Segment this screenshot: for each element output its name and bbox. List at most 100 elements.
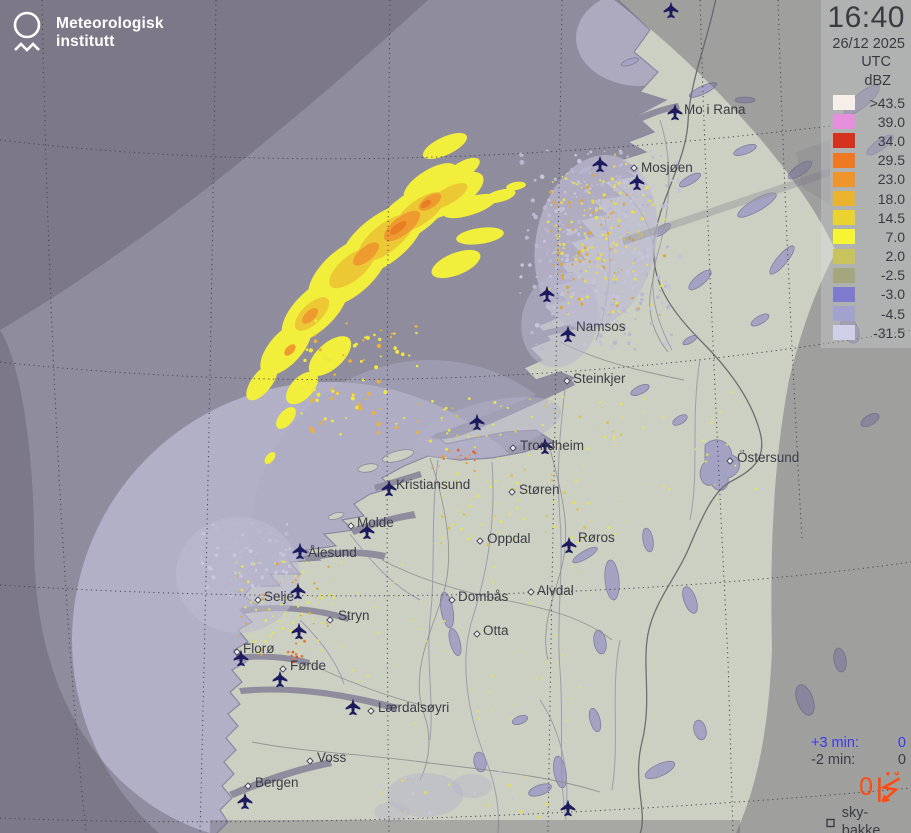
precip-speckle — [571, 536, 574, 539]
precip-speckle — [355, 405, 359, 410]
precip-speckle — [313, 339, 318, 344]
precip-speckle — [361, 378, 365, 382]
precip-speckle — [444, 406, 448, 410]
precip-speckle — [367, 392, 371, 396]
precip-speckle — [264, 640, 267, 643]
precip-speckle — [565, 311, 569, 315]
precip-speckle — [379, 408, 382, 411]
airport-layer — [233, 1, 683, 817]
lake — [688, 82, 718, 98]
legend-color-swatch — [833, 248, 855, 264]
precip-speckle — [578, 256, 582, 260]
precip-speckle — [300, 612, 303, 615]
precip-speckle — [552, 201, 556, 204]
precip-speckle — [333, 373, 336, 376]
precip-speckle — [287, 564, 292, 568]
precip-speckle — [729, 391, 733, 394]
precip-speckle — [637, 166, 640, 169]
precip-speckle — [538, 259, 542, 263]
precip-speckle — [553, 177, 557, 181]
precip-speckle — [408, 354, 411, 357]
precip-speckle — [244, 622, 247, 626]
precip-speckle — [616, 271, 620, 275]
precip-speckle — [571, 228, 575, 231]
precip-speckle — [640, 217, 645, 221]
precip-speckle — [615, 442, 618, 444]
precip-speckle — [642, 194, 645, 197]
precip-speckle — [321, 596, 324, 600]
precip-speckle — [364, 398, 368, 401]
precip-speckle — [656, 275, 661, 280]
precip-speckle — [491, 709, 494, 711]
precip-speckle — [569, 180, 572, 182]
precip-speckle — [237, 635, 240, 638]
lake — [572, 546, 598, 564]
precip-speckle — [443, 457, 445, 460]
precip-speckle — [514, 430, 517, 433]
precip-speckle — [286, 650, 290, 654]
precip-speckle — [395, 422, 398, 425]
precip-speckle — [614, 249, 618, 253]
precip-speckle — [291, 650, 295, 654]
precip-speckle — [633, 257, 639, 262]
precip-speckle — [308, 348, 313, 353]
precip-speckle — [285, 560, 289, 565]
precip-speckle — [565, 258, 569, 263]
precip-speckle — [586, 290, 590, 294]
precip-speckle — [376, 421, 381, 427]
precip-speckle — [650, 186, 654, 190]
precip-speckle — [597, 265, 600, 268]
precip-speckle — [299, 614, 302, 617]
precip-speckle — [666, 427, 668, 429]
precip-speckle — [613, 275, 616, 278]
precip-speckle — [264, 594, 268, 597]
precip-speckle — [591, 184, 594, 188]
precip-speckle — [357, 402, 361, 407]
clock-date: 26/12 2025 — [832, 36, 905, 52]
precip-speckle — [519, 275, 523, 279]
precip-speckle — [447, 526, 451, 530]
precip-speckle — [240, 615, 243, 618]
precip-speckle — [447, 428, 451, 432]
precip-speckle — [294, 578, 297, 582]
precip-speckle — [497, 457, 500, 459]
precip-speckle — [601, 406, 603, 409]
precip-speckle — [539, 174, 545, 179]
precip-speckle — [318, 348, 323, 352]
precip-speckle — [428, 439, 432, 443]
precip-speckle — [554, 501, 557, 503]
precip-speckle — [639, 184, 643, 187]
precip-speckle — [616, 295, 619, 298]
precip-speckle — [567, 240, 570, 244]
precip-speckle — [455, 414, 459, 418]
precip-speckle — [599, 179, 602, 182]
precip-speckle — [580, 199, 584, 202]
precip-speckle — [457, 509, 460, 512]
precip-speckle — [641, 269, 645, 273]
precip-speckle — [591, 199, 594, 203]
precip-speckle — [486, 543, 490, 547]
precip-speckle — [562, 242, 566, 247]
precip-speckle — [294, 586, 296, 588]
precip-speckle — [364, 575, 366, 577]
precip-speckle — [378, 337, 382, 342]
precip-speckle — [585, 593, 588, 595]
precip-speckle — [201, 532, 205, 536]
precip-speckle — [579, 226, 582, 229]
precip-speckle — [493, 401, 497, 404]
legend-entry: >43.5 — [823, 93, 905, 112]
city-marker — [630, 164, 638, 172]
legend-color-swatch — [833, 267, 855, 283]
precip-speckle — [306, 382, 310, 386]
precip-speckle — [558, 228, 562, 231]
precip-speckle — [383, 390, 388, 395]
precip-speckle — [572, 256, 576, 259]
precip-speckle — [567, 307, 570, 311]
precip-speckle — [755, 487, 758, 491]
precip-speckle — [560, 262, 564, 266]
precip-speckle — [627, 229, 630, 232]
precip-speckle — [695, 435, 697, 437]
precip-speckle — [307, 601, 309, 604]
precip-speckle — [442, 536, 445, 539]
